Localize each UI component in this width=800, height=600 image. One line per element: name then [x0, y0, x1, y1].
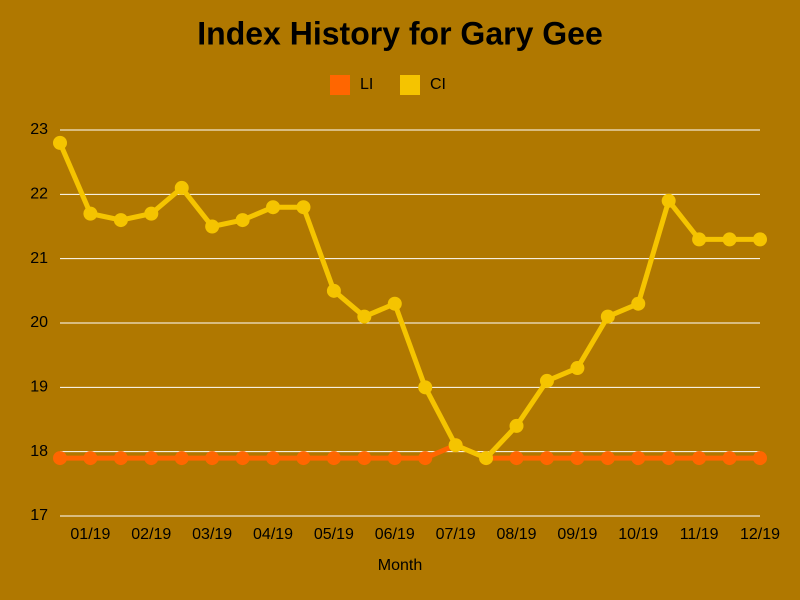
data-point [722, 232, 737, 247]
data-point [448, 438, 463, 453]
series-line [57, 141, 760, 461]
data-point [600, 309, 615, 324]
legend-swatch [330, 75, 350, 95]
x-tick-label: 11/19 [680, 526, 719, 543]
data-point [692, 232, 707, 247]
data-point [661, 193, 676, 208]
data-point [83, 206, 98, 221]
data-point [539, 373, 554, 388]
y-tick-label: 22 [30, 186, 48, 203]
data-point [692, 451, 707, 466]
data-point [113, 213, 128, 228]
data-point [600, 451, 615, 466]
data-point [387, 451, 402, 466]
data-point [144, 206, 159, 221]
y-tick-label: 21 [30, 250, 48, 267]
data-point [53, 135, 67, 150]
data-point [296, 451, 311, 466]
data-point [326, 451, 341, 466]
data-point [174, 180, 189, 195]
data-point [174, 451, 189, 466]
x-tick-label: 10/19 [618, 526, 658, 543]
data-point [266, 200, 281, 215]
data-point [570, 361, 585, 376]
y-tick-label: 17 [30, 507, 48, 524]
data-point [539, 451, 554, 466]
data-point [661, 451, 676, 466]
data-point [509, 451, 524, 466]
legend-label: CI [430, 76, 446, 93]
data-point [753, 232, 767, 247]
x-tick-label: 08/19 [496, 526, 536, 543]
data-point [753, 451, 767, 466]
data-point [631, 296, 646, 311]
data-point [357, 451, 372, 466]
data-point [235, 213, 250, 228]
data-point [357, 309, 372, 324]
legend-swatch [400, 75, 420, 95]
data-point [144, 451, 159, 466]
chart-title: Index History for Gary Gee [197, 15, 602, 51]
data-point [418, 380, 433, 395]
data-point [296, 200, 311, 215]
data-point [205, 219, 220, 234]
data-point [113, 451, 128, 466]
data-point [205, 451, 220, 466]
data-point [479, 451, 494, 466]
data-point [722, 451, 737, 466]
legend-label: LI [360, 76, 373, 93]
x-tick-label: 06/19 [375, 526, 415, 543]
x-tick-label: 12/19 [740, 526, 780, 543]
x-tick-label: 03/19 [192, 526, 232, 543]
data-point [509, 418, 524, 433]
y-tick-label: 18 [30, 443, 48, 460]
y-tick-label: 20 [30, 314, 48, 331]
x-tick-label: 01/19 [70, 526, 110, 543]
data-point [83, 451, 98, 466]
data-point [631, 451, 646, 466]
data-point [53, 451, 67, 466]
data-point [418, 451, 433, 466]
data-point [570, 451, 585, 466]
x-tick-label: 02/19 [131, 526, 171, 543]
x-tick-label: 09/19 [557, 526, 597, 543]
data-point [235, 451, 250, 466]
data-point [266, 451, 281, 466]
x-tick-label: 05/19 [314, 526, 354, 543]
data-point [326, 283, 341, 298]
x-tick-label: 04/19 [253, 526, 293, 543]
x-tick-label: 07/19 [436, 526, 476, 543]
x-axis-label: Month [378, 557, 422, 574]
data-point [387, 296, 402, 311]
y-tick-label: 19 [30, 379, 48, 396]
y-tick-label: 23 [30, 121, 48, 138]
